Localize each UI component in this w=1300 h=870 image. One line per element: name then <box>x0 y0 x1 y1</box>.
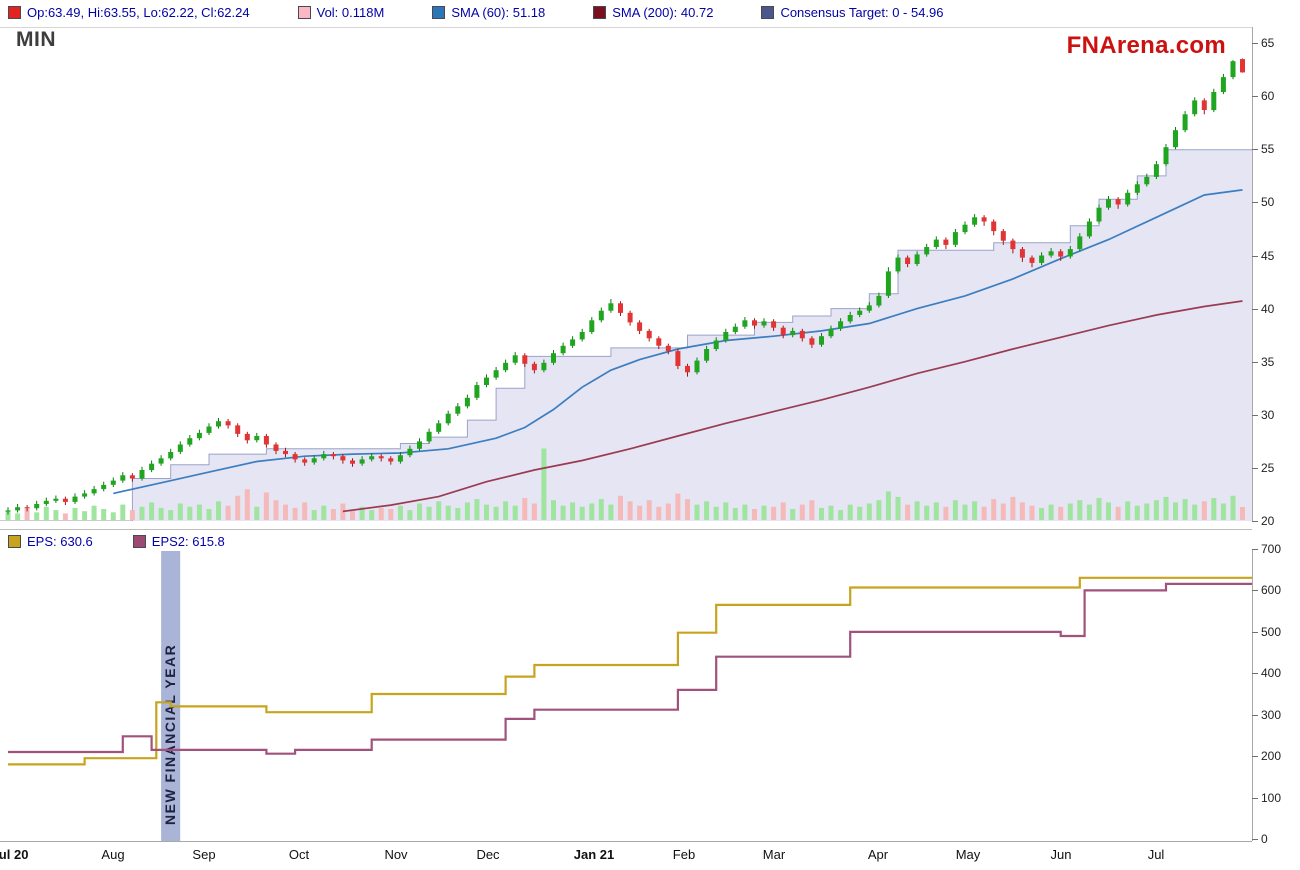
x-axis-label: Oct <box>288 847 310 862</box>
x-axis-label: Apr <box>867 847 889 862</box>
x-axis-label: Nov <box>384 847 408 862</box>
sma200-line <box>342 300 1243 513</box>
x-axis-label: Aug <box>101 847 125 862</box>
divider <box>0 27 1252 28</box>
eps-legend-item-0: EPS: 630.6 <box>8 534 93 549</box>
eps-legend-row: EPS: 630.6 EPS2: 615.8 <box>8 534 225 549</box>
price-legend-item-4: Consensus Target: 0 - 54.96 <box>761 5 944 20</box>
price-legend-label: SMA (200): 40.72 <box>612 5 714 20</box>
price-legend-swatch-icon <box>8 6 21 19</box>
x-axis-label: Sep <box>192 847 216 862</box>
price-legend-row: Op:63.49, Hi:63.55, Lo:62.22, Cl:62.24 Vo… <box>8 5 944 20</box>
price-legend-item-0: Op:63.49, Hi:63.55, Lo:62.22, Cl:62.24 <box>8 5 250 20</box>
ticker-symbol: MIN <box>16 28 56 51</box>
x-axis-label: Jan 21 <box>573 847 615 862</box>
x-axis-label: Jun <box>1050 847 1072 862</box>
price-legend-swatch-icon <box>761 6 775 19</box>
price-legend-item-3: SMA (200): 40.72 <box>593 5 713 20</box>
x-axis-label: Mar <box>762 847 786 862</box>
eps-legend-item-1: EPS2: 615.8 <box>132 534 225 549</box>
divider <box>0 529 1252 530</box>
candlesticks <box>5 58 1245 515</box>
price-legend-item-1: Vol: 0.118M <box>297 5 385 20</box>
price-legend-swatch-icon <box>297 6 311 19</box>
eps-legend-label: EPS: 630.6 <box>27 534 93 549</box>
price-legend-label: Consensus Target: 0 - 54.96 <box>780 5 944 20</box>
price-legend-item-2: SMA (60): 51.18 <box>432 5 545 20</box>
eps-line-eps <box>8 576 1252 766</box>
x-axis-label: Jul <box>1147 847 1165 862</box>
consensus-target-band-edge <box>131 149 1252 521</box>
eps-line-eps2 <box>8 582 1252 755</box>
price-y-axis-line <box>1252 27 1253 521</box>
x-axis: Jul 20 Aug Sep Oct Nov Dec Jan 21 Feb Mar Apr May J… <box>0 847 1300 867</box>
x-axis-label: Dec <box>476 847 500 862</box>
eps-x-axis-line <box>0 841 1252 842</box>
price-legend-swatch-icon <box>432 6 446 19</box>
eps-legend-swatch-icon <box>8 535 21 548</box>
volume-bars <box>5 448 1245 520</box>
new-financial-year-label: NEW FINANCIAL YEAR <box>162 644 178 825</box>
eps-legend-label: EPS2: 615.8 <box>151 534 225 549</box>
price-legend-label: Vol: 0.118M <box>316 5 385 20</box>
price-legend-label: SMA (60): 51.18 <box>451 5 546 20</box>
x-axis-label: Feb <box>672 847 696 862</box>
price-legend-swatch-icon <box>593 6 607 19</box>
fnarena-logo: FNArena.com <box>1066 32 1226 59</box>
x-axis-label: Jul 20 <box>0 847 29 862</box>
price-chart <box>5 58 1252 521</box>
sma60-line <box>113 189 1243 495</box>
price-legend-label: Op:63.49, Hi:63.55, Lo:62.22, Cl:62.24 <box>27 5 250 20</box>
eps-legend-swatch-icon <box>132 535 146 548</box>
new-financial-year-band <box>161 551 181 841</box>
x-axis-label: May <box>955 847 981 862</box>
eps-chart: NEW FINANCIAL YEAR <box>8 551 1252 841</box>
eps-y-axis-line <box>1252 549 1253 841</box>
